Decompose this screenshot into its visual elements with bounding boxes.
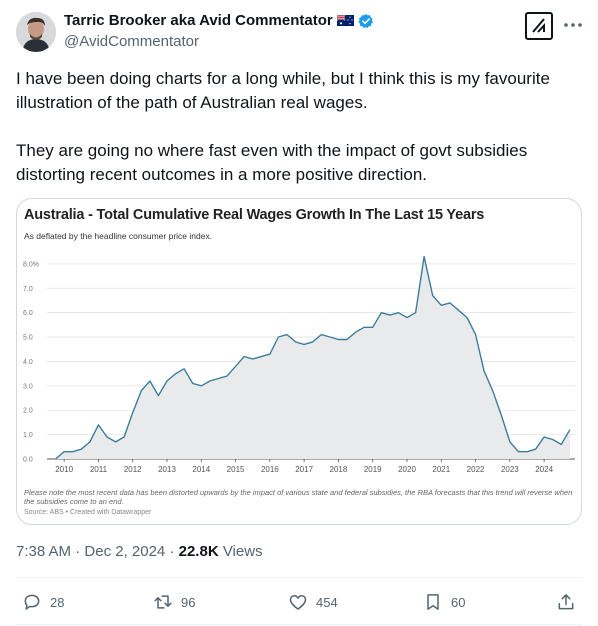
tweet-timestamp-row: 7:38 AM · Dec 2, 2024 · 22.8K Views xyxy=(16,543,263,560)
tweet-text: I have been doing charts for a long whil… xyxy=(16,67,582,187)
y-tick-label: 0.0 xyxy=(23,457,33,464)
y-tick-label: 2.0 xyxy=(23,408,33,415)
tweet-paragraph: I have been doing charts for a long whil… xyxy=(16,69,550,112)
line-chart: 0.0 1.0 2.0 3.0 4.0 5.0 6.0 7.0 8.0% 2010 2011 2012… xyxy=(23,255,575,474)
x-tick-label: 2017 xyxy=(295,465,313,474)
like-icon xyxy=(289,595,307,610)
chart-source: Source: ABS • Created with Datawrapper xyxy=(24,509,152,516)
bookmark-button[interactable]: 60 xyxy=(423,592,465,612)
grok-icon xyxy=(532,18,545,33)
x-tick-label: 2010 xyxy=(55,465,73,474)
divider xyxy=(16,577,582,578)
y-tick-label: 3.0 xyxy=(23,383,33,390)
separator: · xyxy=(75,543,81,560)
y-tick-label: 7.0 xyxy=(23,286,33,293)
like-count: 454 xyxy=(316,594,338,610)
chart-note: Please note the most recent data has bee… xyxy=(24,488,573,506)
share-icon xyxy=(558,594,574,610)
y-tick-label: 4.0 xyxy=(23,359,33,366)
tweet-time[interactable]: 7:38 AM xyxy=(16,543,72,560)
x-tick-label: 2013 xyxy=(158,465,176,474)
y-tick-label: 5.0 xyxy=(23,335,33,342)
x-tick-label: 2015 xyxy=(227,465,245,474)
grok-button[interactable] xyxy=(525,12,553,40)
australia-flag-icon xyxy=(336,15,354,26)
reply-icon xyxy=(24,594,40,610)
chart-title: Australia - Total Cumulative Real Wages … xyxy=(24,207,485,223)
series-line xyxy=(55,255,571,460)
views-label: Views xyxy=(222,543,263,560)
views-count: 22.8K xyxy=(178,543,219,560)
x-tick-label: 2016 xyxy=(261,465,279,474)
chart-subtitle: As deflated by the headline consumer pri… xyxy=(24,231,213,241)
repost-icon xyxy=(154,595,172,609)
repost-count: 96 xyxy=(181,594,196,610)
separator: · xyxy=(169,543,175,560)
tweet-paragraph: They are going no where fast even with t… xyxy=(16,141,528,184)
y-tick-label: 8.0% xyxy=(23,261,39,268)
more-icon[interactable] xyxy=(562,14,584,36)
author-handle[interactable]: @AvidCommentator xyxy=(64,33,199,50)
bookmark-icon xyxy=(427,594,439,610)
like-button[interactable]: 454 xyxy=(288,592,338,612)
y-tick-label: 6.0 xyxy=(23,310,33,317)
avatar-image xyxy=(16,12,56,52)
divider xyxy=(16,624,582,625)
x-tick-label: 2019 xyxy=(364,465,382,474)
x-tick-label: 2011 xyxy=(90,465,108,474)
verified-badge-icon[interactable] xyxy=(358,13,374,29)
author-display-name[interactable]: Tarric Brooker aka Avid Commentator xyxy=(64,12,333,29)
reply-button[interactable]: 28 xyxy=(22,592,64,612)
x-tick-label: 2014 xyxy=(192,465,210,474)
author-avatar[interactable] xyxy=(16,12,56,52)
x-tick-label: 2022 xyxy=(467,465,485,474)
x-tick-label: 2018 xyxy=(330,465,348,474)
bookmark-count: 60 xyxy=(451,594,466,610)
share-button[interactable] xyxy=(556,592,576,612)
x-tick-label: 2021 xyxy=(432,465,450,474)
x-tick-label: 2012 xyxy=(124,465,142,474)
repost-button[interactable]: 96 xyxy=(153,592,195,612)
y-tick-label: 1.0 xyxy=(23,432,33,439)
x-tick-label: 2023 xyxy=(501,465,519,474)
reply-count: 28 xyxy=(50,594,65,610)
x-tick-label: 2020 xyxy=(398,465,416,474)
x-tick-label: 2024 xyxy=(535,465,553,474)
tweet-date[interactable]: Dec 2, 2024 xyxy=(84,543,166,560)
chart-image-card[interactable]: 0.0 1.0 2.0 3.0 4.0 5.0 6.0 7.0 8.0% 2010 2011 2012… xyxy=(16,198,582,525)
series-area xyxy=(55,256,570,459)
